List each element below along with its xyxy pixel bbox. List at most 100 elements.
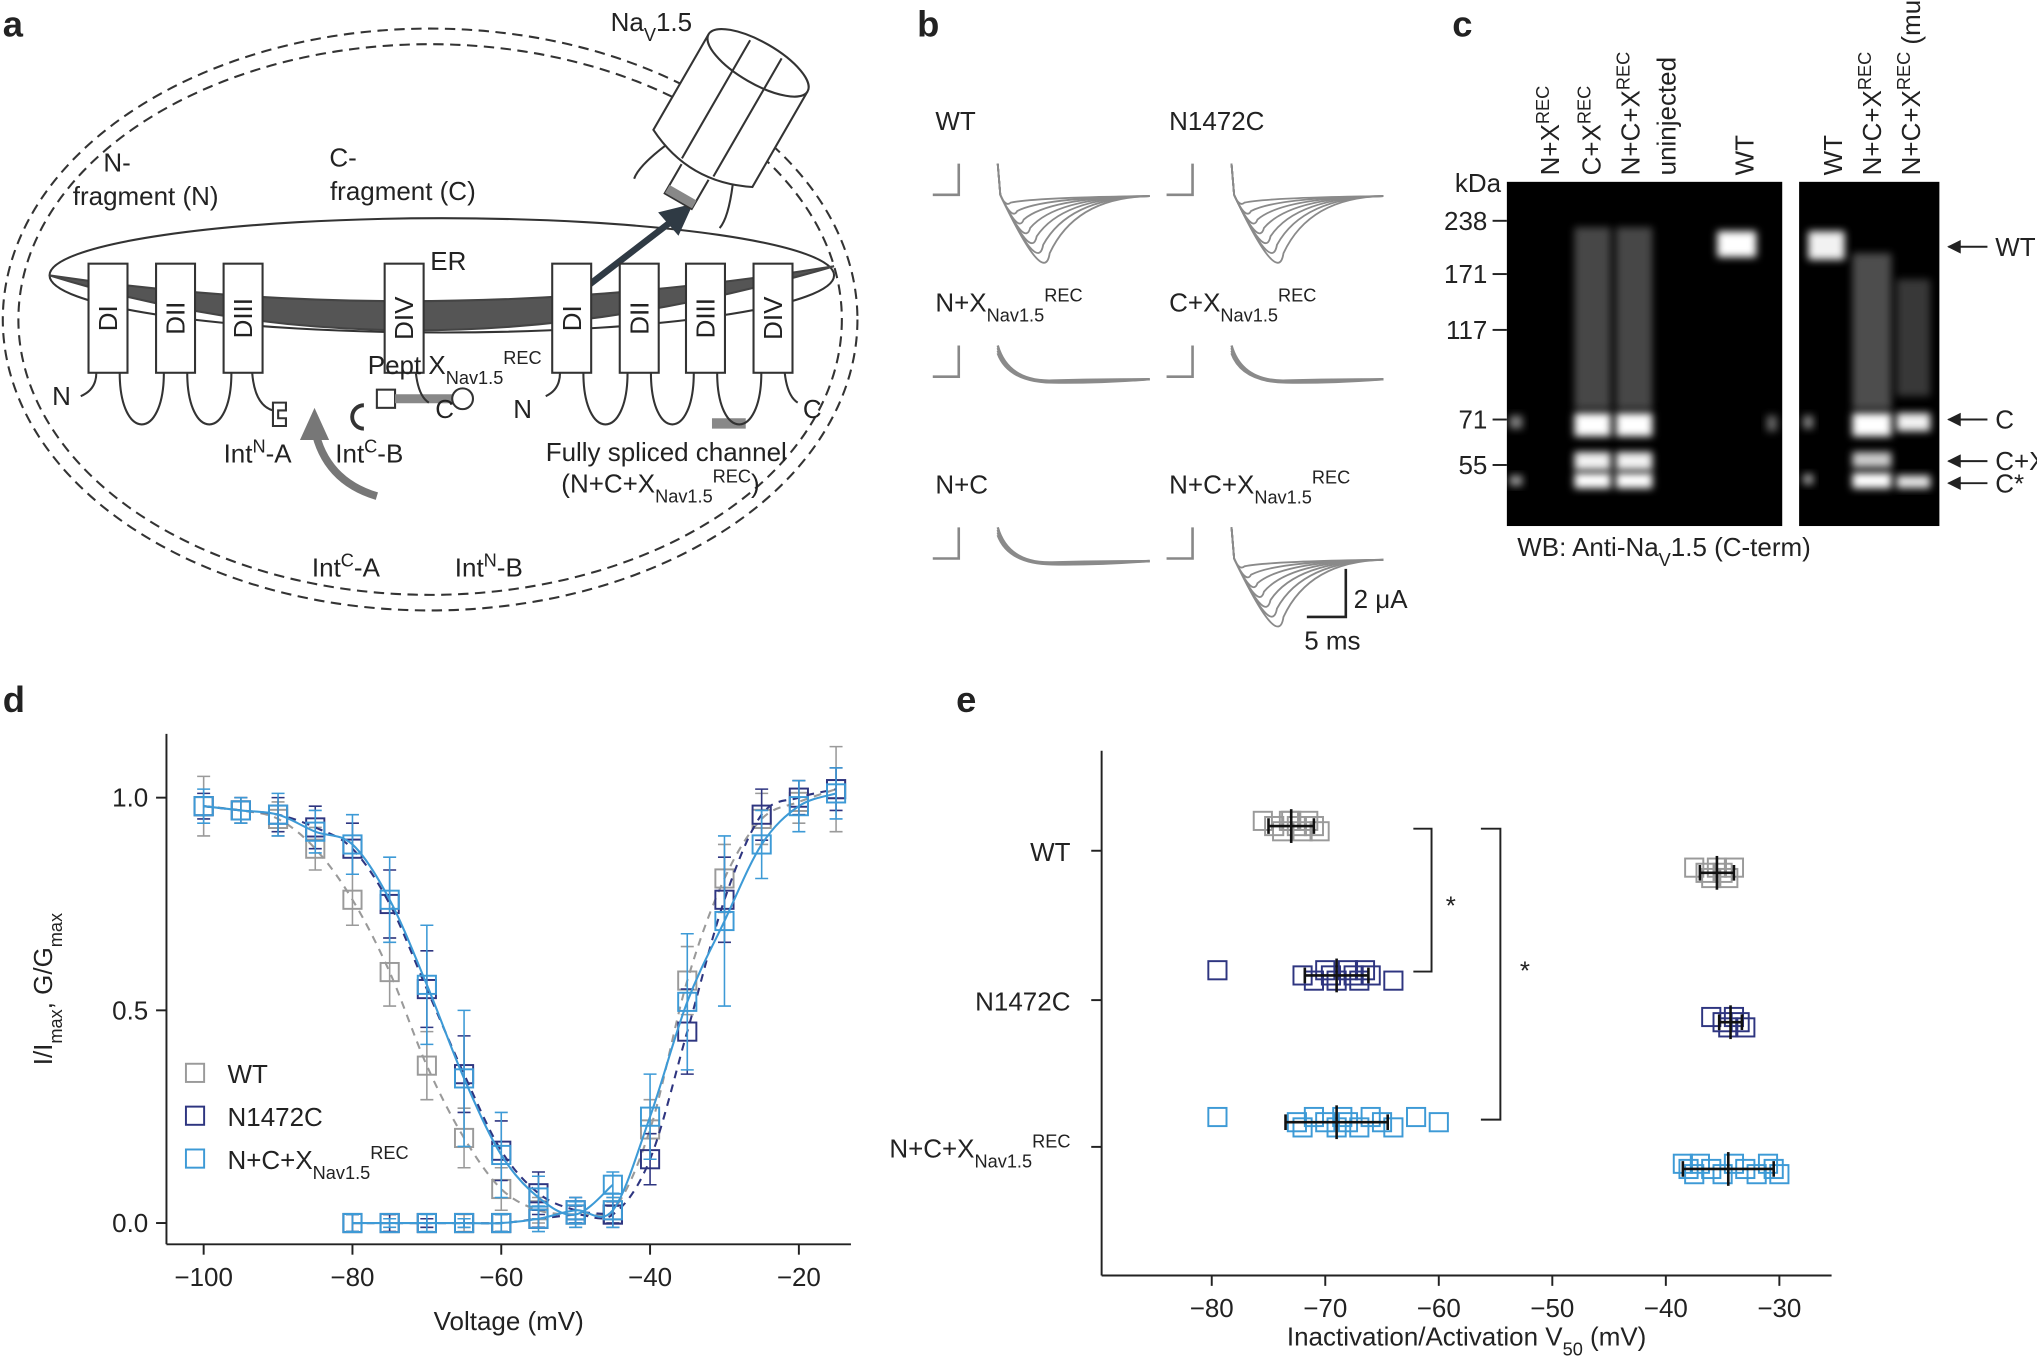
loop <box>118 372 165 426</box>
data-point <box>267 804 289 825</box>
legend-label-part: REC <box>370 1143 408 1163</box>
lane-label-part: C+X <box>1576 124 1606 175</box>
y-axis-label-part: max <box>46 1009 66 1043</box>
error-bar <box>308 809 322 854</box>
lane-label: N+XREC <box>1533 86 1565 176</box>
data-point <box>491 1212 512 1234</box>
intein-label: IntN-A <box>224 436 293 468</box>
current-trace <box>1230 527 1384 579</box>
prepulse-trace <box>1166 163 1194 197</box>
data-point <box>1309 821 1330 842</box>
data-point <box>1349 1117 1370 1138</box>
error-bar <box>345 813 359 876</box>
legend-label-part: N+C+X <box>228 1145 313 1175</box>
error-bar <box>271 792 285 837</box>
data-point <box>528 1208 549 1229</box>
data-point <box>1712 1164 1733 1185</box>
condition-label: N+C+XNav1.5REC <box>1169 468 1350 508</box>
legend-marker <box>184 1105 206 1126</box>
data-point <box>1278 810 1300 831</box>
panel-label: e <box>956 679 976 720</box>
spliced-label-part: Nav1.5 <box>655 486 713 506</box>
data-point <box>379 961 400 983</box>
traffic-arrow-head <box>658 203 694 236</box>
data-point <box>1723 1153 1745 1174</box>
lane-label-part: REC <box>1894 52 1914 90</box>
terminus-tail <box>80 372 98 398</box>
error-bar <box>383 937 397 1007</box>
panel-label: a <box>3 3 24 44</box>
data-point <box>491 1144 512 1166</box>
category-label-part: WT <box>1030 837 1071 867</box>
domain-box <box>222 262 264 374</box>
lane-label: C+XREC <box>1574 86 1606 176</box>
data-point <box>1332 1106 1353 1128</box>
prepulse-trace <box>932 163 961 197</box>
data-point <box>305 821 326 842</box>
x-axis-label: Inactivation/Activation V50 (mV) <box>1287 1322 1646 1356</box>
intein-n-a <box>271 401 287 428</box>
data-point <box>1718 867 1739 889</box>
data-point <box>1383 970 1404 991</box>
y-axis-label-part: , G/G <box>28 947 58 1009</box>
condition-label: C+XNav1.5REC <box>1169 286 1316 326</box>
domain-box <box>684 262 726 374</box>
blot-band <box>1615 413 1653 437</box>
band-label: C* <box>1995 468 2024 498</box>
legend-label: WT <box>228 1059 269 1089</box>
x-tick-label: −80 <box>1190 1293 1234 1323</box>
error-bar <box>197 788 211 824</box>
data-point <box>416 1212 437 1234</box>
lane-label-part: WT <box>1818 135 1848 176</box>
error-bar <box>383 856 397 944</box>
nav-legs <box>633 144 734 229</box>
condition-label: N+XNav1.5REC <box>935 286 1082 326</box>
x-tick-label: −60 <box>479 1262 523 1292</box>
fragment-label-part: fragment (N) <box>73 181 219 211</box>
fit-line <box>352 792 837 1225</box>
data-point <box>1769 1164 1790 1185</box>
marker-label: 55 <box>1458 450 1487 480</box>
condition-label-part: N1472C <box>1169 106 1264 136</box>
peptide-label-part: Pept X <box>368 350 446 380</box>
domain-box <box>383 262 425 374</box>
condition-label-part: N+X <box>935 288 986 318</box>
spliced-label-part: ) <box>751 468 760 498</box>
data-point <box>1298 810 1319 831</box>
intein-label-part: C <box>341 551 354 571</box>
current-trace <box>1230 527 1384 628</box>
y-axis-label-part: max <box>46 913 66 947</box>
error-bar <box>792 779 806 833</box>
category-label-part: N1472C <box>975 987 1070 1017</box>
lane-label-part: WT <box>1730 135 1760 176</box>
panel-label: d <box>3 679 25 720</box>
prepulse-trace <box>932 527 961 560</box>
intein-label-part: Int <box>455 553 485 583</box>
blot-band <box>1717 231 1757 258</box>
data-point <box>565 1200 586 1221</box>
prepulse-trace <box>1166 527 1194 560</box>
blot-band <box>1766 415 1778 432</box>
condition-label-part: REC <box>1044 286 1082 306</box>
error-bar <box>457 1009 471 1148</box>
data-point <box>342 1212 363 1234</box>
blot-band <box>1574 452 1611 471</box>
data-point <box>1701 1006 1722 1028</box>
marker-label: 238 <box>1444 206 1487 236</box>
intein-label-part: Int <box>312 553 342 583</box>
fragment-label: N-fragment (N) <box>73 147 219 211</box>
category-label: N1472C <box>975 987 1070 1017</box>
marker-unit: kDa <box>1455 168 1502 198</box>
data-point <box>379 1212 400 1234</box>
loop <box>186 372 233 426</box>
current-trace <box>1230 163 1384 215</box>
condition-label-part: Nav1.5 <box>1220 306 1278 326</box>
data-point <box>1360 1106 1381 1128</box>
marker-label: 71 <box>1458 405 1487 435</box>
channel-label-part: V <box>644 25 657 45</box>
condition-label: N+C <box>935 470 988 500</box>
legend-marker <box>184 1148 206 1169</box>
domain-box <box>155 262 197 374</box>
spliced-label-part: REC <box>713 466 751 486</box>
current-trace <box>996 352 1150 384</box>
